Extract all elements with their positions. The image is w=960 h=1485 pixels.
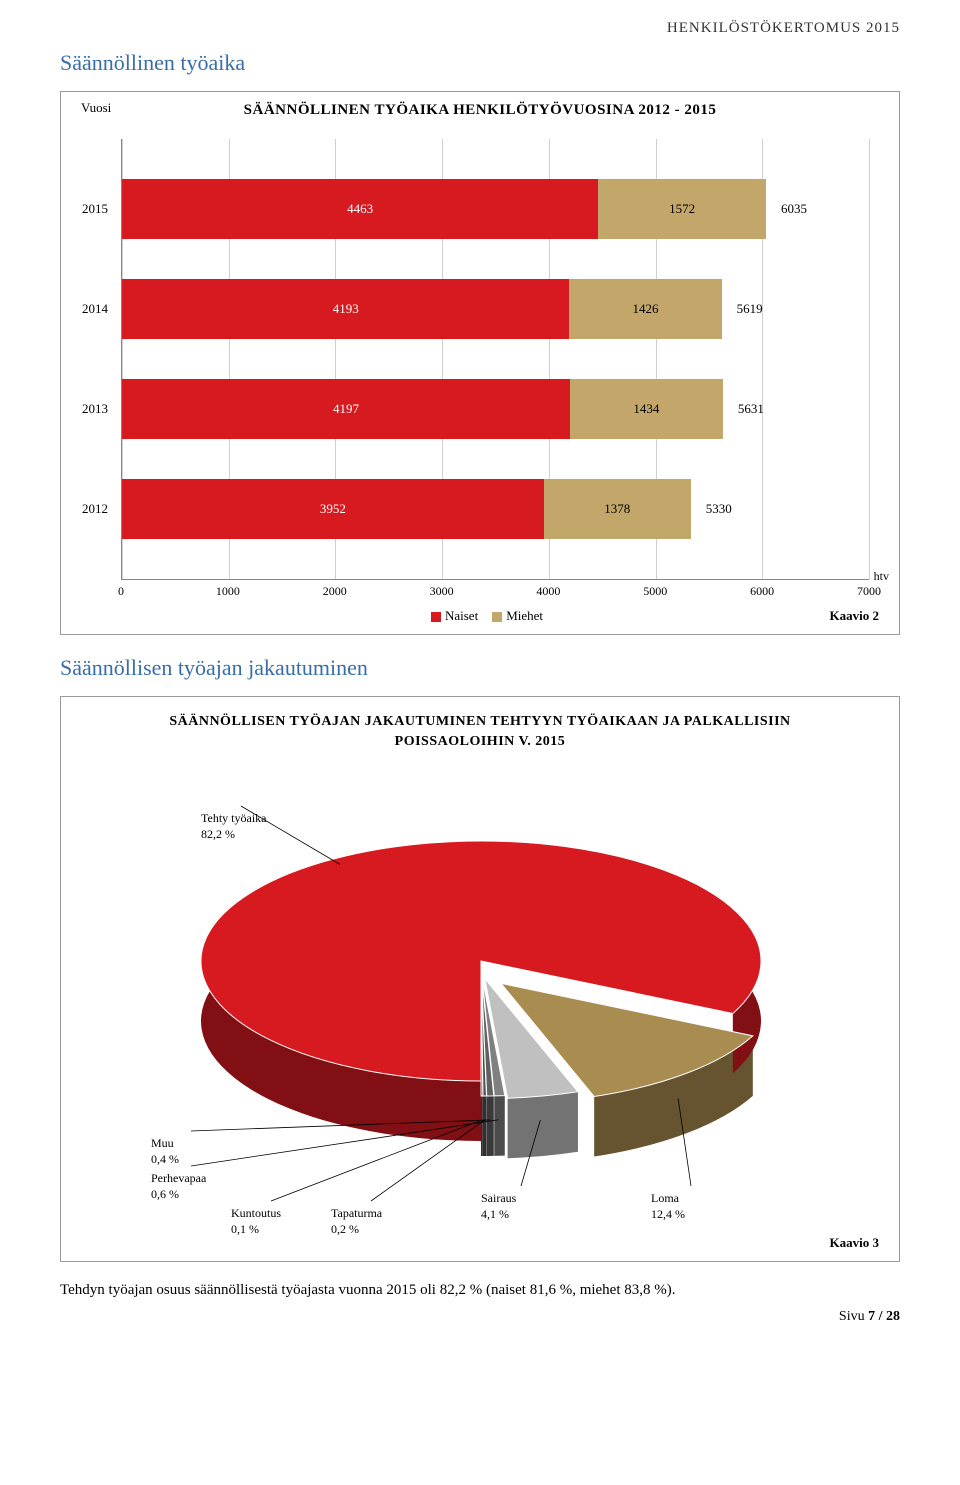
pie-label: Sairaus4,1 % <box>481 1191 516 1222</box>
bar-year-label: 2013 <box>82 401 108 417</box>
pie-label-pct: 0,1 % <box>231 1222 281 1238</box>
bar-chart-legend: Naiset Miehet <box>81 608 879 624</box>
pie-label-name: Tehty työaika <box>201 811 266 827</box>
pie-label: Loma12,4 % <box>651 1191 685 1222</box>
xtick-label: 0 <box>118 584 124 599</box>
bar-total-label: 5330 <box>706 501 732 517</box>
legend-swatch <box>492 612 502 622</box>
pie-side <box>481 1096 483 1156</box>
bar-segment-naiset: 4193 <box>122 279 569 339</box>
bar-row: 2015446315726035 <box>122 179 869 239</box>
bar-year-label: 2012 <box>82 501 108 517</box>
bar-segment-miehet: 1434 <box>570 379 723 439</box>
body-text: Tehdyn työajan osuus säännöllisestä työa… <box>60 1282 900 1299</box>
bar-year-label: 2015 <box>82 201 108 217</box>
pie-title-line2: POISSAOLOIHIN V. 2015 <box>395 734 566 749</box>
pie-label: Tapaturma0,2 % <box>331 1206 382 1237</box>
pie-label-name: Tapaturma <box>331 1206 382 1222</box>
bar-segment-miehet: 1426 <box>569 279 721 339</box>
bar-chart-xaxis: 01000200030004000500060007000 <box>121 580 869 600</box>
pie-side <box>508 1092 578 1158</box>
footer-label: Sivu <box>839 1309 865 1324</box>
pie-chart-area: Tehty työaika82,2 % Loma12,4 % Sairaus4,1 … <box>81 751 879 1231</box>
section-1-title: Säännöllinen työaika <box>60 50 900 76</box>
bar-total-label: 5631 <box>738 401 764 417</box>
bar-total-label: 5619 <box>737 301 763 317</box>
legend-label: Naiset <box>445 608 478 623</box>
pie-label-pct: 0,2 % <box>331 1222 382 1238</box>
xtick-label: 4000 <box>536 584 560 599</box>
pie-label: Perhevapaa0,6 % <box>151 1171 206 1202</box>
pie-label-pct: 82,2 % <box>201 827 266 843</box>
pie-label: Kuntoutus0,1 % <box>231 1206 281 1237</box>
pie-side <box>494 1096 505 1156</box>
bar-chart-title: SÄÄNNÖLLINEN TYÖAIKA HENKILÖTYÖVUOSINA 2… <box>81 102 879 119</box>
pie-side <box>483 1096 487 1156</box>
bar-segment-miehet: 1572 <box>598 179 766 239</box>
bar-chart-unit: htv <box>874 569 889 584</box>
pie-label: Tehty työaika82,2 % <box>201 811 266 842</box>
xtick-label: 1000 <box>216 584 240 599</box>
bar-segment-miehet: 1378 <box>544 479 691 539</box>
bar-segment-naiset: 4463 <box>122 179 598 239</box>
pie-label: Muu0,4 % <box>151 1136 179 1167</box>
page-footer: Sivu 7 / 28 <box>60 1309 900 1325</box>
xtick-label: 7000 <box>857 584 881 599</box>
bar-row: 2014419314265619 <box>122 279 869 339</box>
legend-label: Miehet <box>506 608 543 623</box>
doc-header: HENKILÖSTÖKERTOMUS 2015 <box>667 20 900 37</box>
bar-total-label: 6035 <box>781 201 807 217</box>
pie-chart-title: SÄÄNNÖLLISEN TYÖAJAN JAKAUTUMINEN TEHTYY… <box>81 712 879 751</box>
bar-chart-ylabel: Vuosi <box>81 100 111 116</box>
pie-label-name: Kuntoutus <box>231 1206 281 1222</box>
pie-label-pct: 4,1 % <box>481 1207 516 1223</box>
pie-label-name: Loma <box>651 1191 685 1207</box>
bar-chart-plot: 2015446315726035201441931426561920134197… <box>121 139 869 580</box>
pie-chart-container: SÄÄNNÖLLISEN TYÖAJAN JAKAUTUMINEN TEHTYY… <box>60 696 900 1262</box>
pie-chart-caption: Kaavio 3 <box>830 1235 879 1251</box>
xtick-label: 5000 <box>643 584 667 599</box>
bar-row: 2012395213785330 <box>122 479 869 539</box>
bar-chart-container: Vuosi SÄÄNNÖLLINEN TYÖAIKA HENKILÖTYÖVUO… <box>60 91 900 635</box>
section-2-title: Säännöllisen työajan jakautuminen <box>60 655 900 681</box>
bar-segment-naiset: 4197 <box>122 379 570 439</box>
pie-label-pct: 12,4 % <box>651 1207 685 1223</box>
pie-label-name: Perhevapaa <box>151 1171 206 1187</box>
pie-title-line1: SÄÄNNÖLLISEN TYÖAJAN JAKAUTUMINEN TEHTYY… <box>169 714 790 729</box>
bar-chart-caption: Kaavio 2 <box>830 608 879 624</box>
xtick-label: 2000 <box>323 584 347 599</box>
pie-label-name: Muu <box>151 1136 179 1152</box>
bar-row: 2013419714345631 <box>122 379 869 439</box>
pie-side <box>487 1096 494 1156</box>
bar-year-label: 2014 <box>82 301 108 317</box>
footer-num: 7 / 28 <box>868 1309 900 1324</box>
xtick-label: 3000 <box>430 584 454 599</box>
legend-swatch <box>431 612 441 622</box>
bar-segment-naiset: 3952 <box>122 479 544 539</box>
pie-label-pct: 0,4 % <box>151 1152 179 1168</box>
pie-label-pct: 0,6 % <box>151 1187 206 1203</box>
xtick-label: 6000 <box>750 584 774 599</box>
pie-label-name: Sairaus <box>481 1191 516 1207</box>
